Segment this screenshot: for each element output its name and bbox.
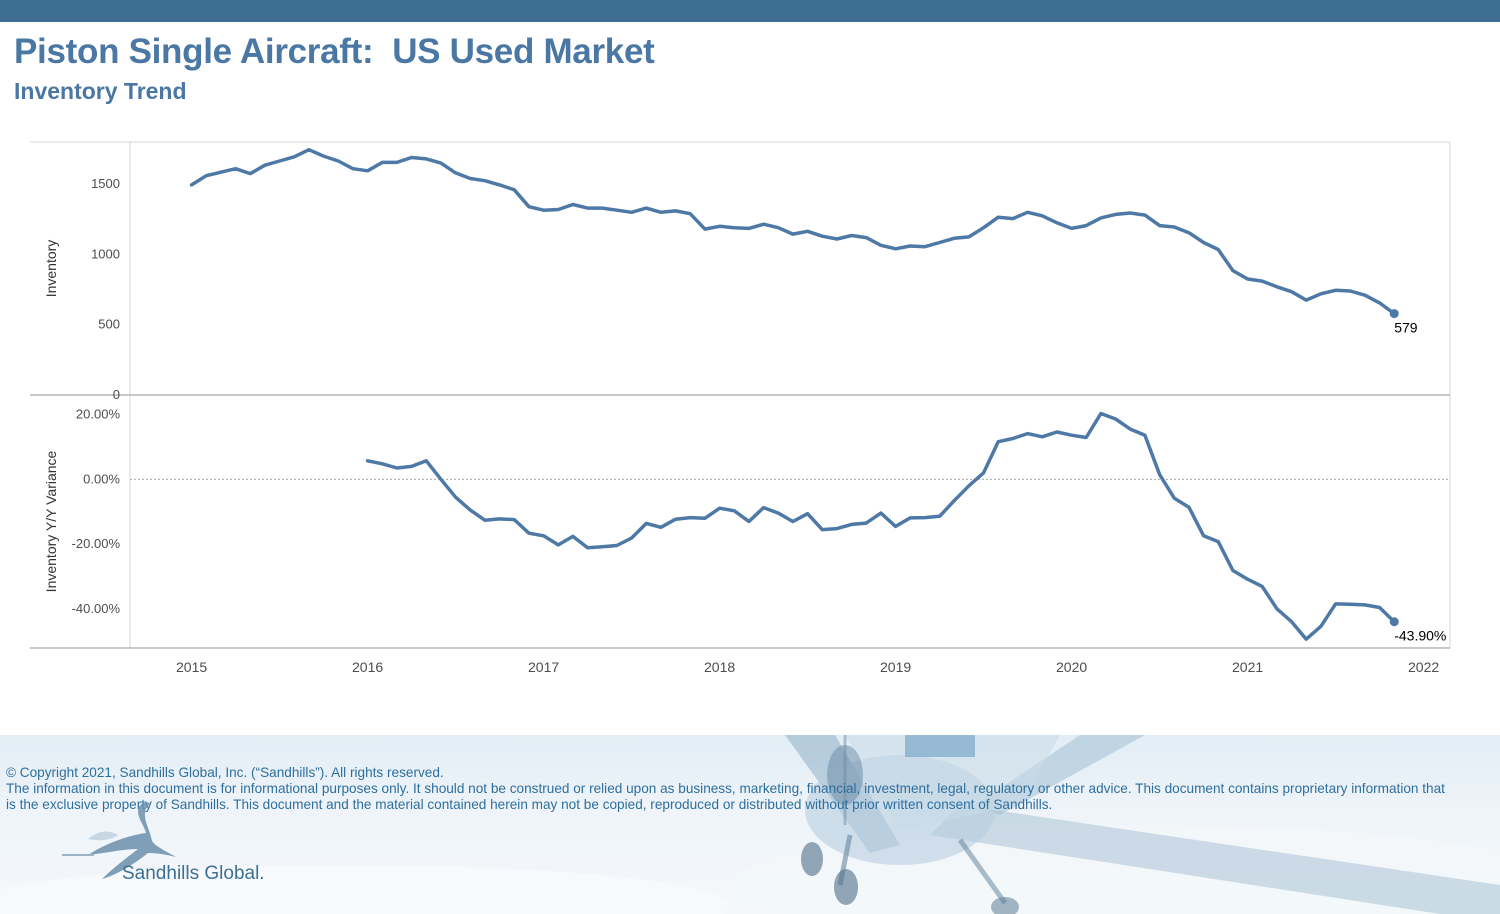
x-tick-label: 2019: [880, 659, 911, 675]
copyright-text: © Copyright 2021, Sandhills Global, Inc.…: [6, 765, 444, 780]
sandhills-crane-logo: [62, 802, 176, 879]
y-tick-label: 1000: [91, 246, 120, 261]
end-value-label: -43.90%: [1394, 628, 1446, 644]
panel-frames: [30, 141, 1451, 649]
y-axis-label: Inventory: [43, 240, 59, 298]
variance-panel: -40.00% -20.00% 0.00% 20.00% Inventory Y/Y V…: [43, 406, 1450, 644]
x-tick-label: 2017: [528, 659, 559, 675]
end-value-label: 579: [1394, 320, 1418, 336]
inventory-panel: 0 500 1000 1500 Inventory 579: [43, 147, 1418, 402]
airplane-illustration: [0, 735, 1500, 914]
y-axis-label: Inventory Y/Y Variance: [43, 450, 59, 592]
brand-name: Sandhills Global.: [122, 863, 265, 884]
y-tick-label: 500: [98, 317, 120, 332]
y-tick-label: 20.00%: [76, 406, 121, 421]
page-title: Piston Single Aircraft: US Used Market: [14, 32, 655, 71]
y-tick-label: 0.00%: [83, 471, 120, 486]
x-tick-label: 2022: [1408, 659, 1439, 675]
x-tick-label: 2021: [1232, 659, 1263, 675]
legal-notice: © Copyright 2021, Sandhills Global, Inc.…: [6, 765, 1456, 813]
y-tick-label: 0: [113, 387, 120, 402]
x-tick-label: 2020: [1056, 659, 1087, 675]
end-point-marker: [1389, 309, 1399, 319]
y-tick-label: -40.00%: [72, 601, 121, 616]
header-accent-bar: [0, 0, 1500, 22]
series-line: [365, 411, 1396, 641]
x-tick-label: 2016: [352, 659, 383, 675]
page-subtitle: Inventory Trend: [14, 78, 187, 104]
x-tick-label: 2018: [704, 659, 735, 675]
end-point-marker: [1389, 617, 1399, 627]
disclaimer-text: The information in this document is for …: [6, 781, 1445, 812]
x-axis: 2015 2016 2017 2018 2019 2020 2021 2022: [176, 659, 1439, 675]
footer: © Copyright 2021, Sandhills Global, Inc.…: [0, 735, 1500, 914]
y-tick-label: 1500: [91, 176, 120, 191]
y-tick-label: -20.00%: [72, 536, 121, 551]
x-tick-label: 2015: [176, 659, 207, 675]
series-line: [189, 147, 1396, 316]
inventory-trend-chart: 0 500 1000 1500 Inventory 579 -40.00% -20.00% 0…: [30, 141, 1451, 675]
